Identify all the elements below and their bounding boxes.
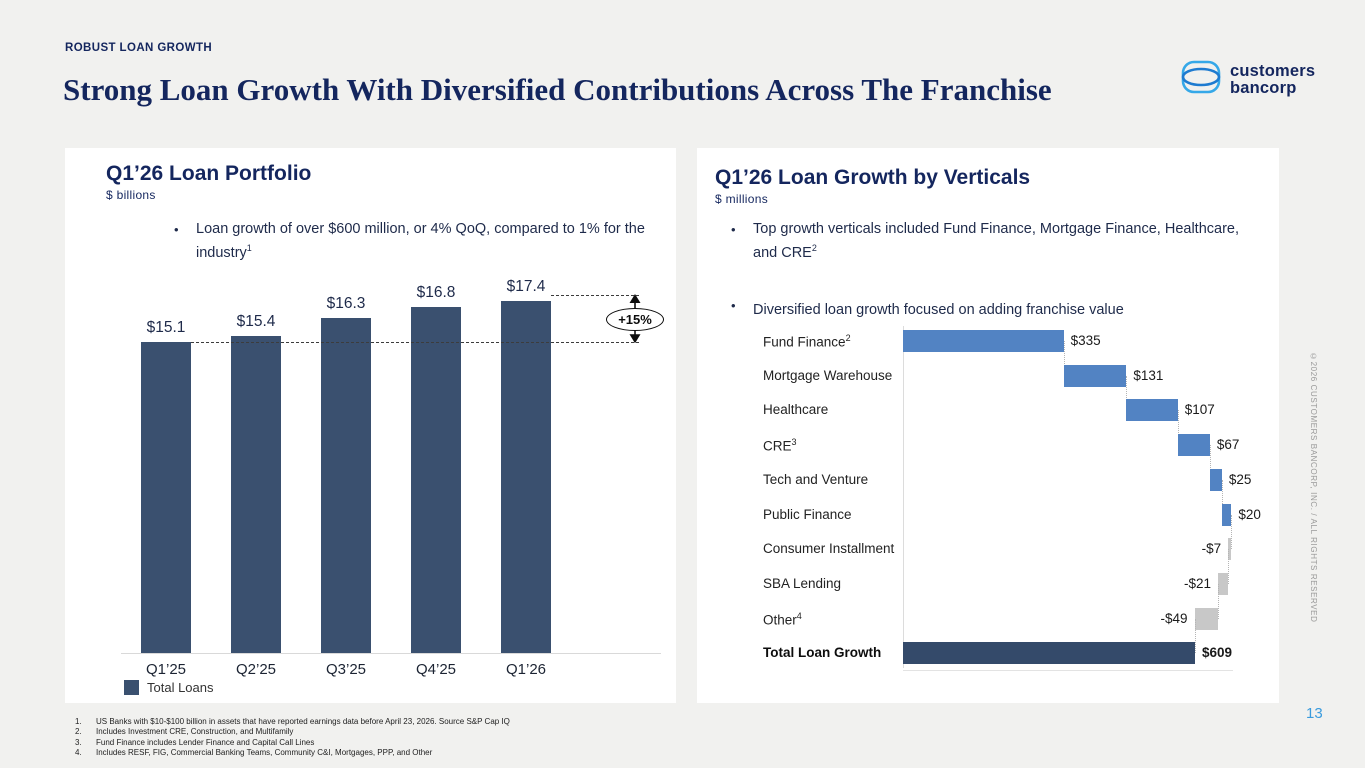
waterfall-connector-line (1177, 410, 1179, 446)
bar-value-label: $15.4 (236, 313, 276, 331)
waterfall-connector-line (1218, 583, 1219, 619)
footnote-1: 1. US Banks with $10-$100 billion in asse… (75, 717, 510, 726)
reference-line-q126 (551, 295, 639, 297)
bar-column: $15.4 (211, 278, 301, 653)
waterfall-bottom-line (903, 670, 1233, 671)
reference-line-q125 (191, 342, 639, 344)
waterfall-bar (1126, 399, 1178, 422)
page-number: 13 (1306, 705, 1323, 722)
waterfall-connector-line (1231, 514, 1233, 550)
bullet-loan-growth: Loan growth of over $600 million, or 4% … (174, 220, 681, 263)
growth-percentage-badge: +15% (606, 307, 664, 331)
legend-label-total-loans: Total Loans (147, 680, 214, 695)
slide-eyebrow: ROBUST LOAN GROWTH (65, 42, 213, 54)
footnote-4: 4. Includes RESF, FIG, Commercial Banking… (75, 748, 433, 758)
bar-value-label: $16.8 (416, 284, 456, 302)
bar-column: $15.1 (121, 278, 211, 653)
x-axis-label: Q3’25 (325, 661, 367, 678)
waterfall-bar (1194, 607, 1218, 630)
total-loans-bar (321, 317, 371, 653)
legend-swatch-total-loans (124, 680, 139, 695)
waterfall-row-label: Mortgage Warehouse (763, 367, 893, 383)
bar-value-label: $17.4 (506, 278, 546, 295)
x-axis-label: Q1’25 (145, 661, 187, 678)
waterfall-connector-line (1063, 341, 1065, 376)
verticals-bullets: Top growth verticals included Fund Finan… (731, 220, 1243, 320)
x-axis-labels: Q1’25 Q2’25 Q3’25 Q4’25 Q1’26 (121, 661, 573, 678)
slide-title: Strong Loan Growth With Diversified Cont… (63, 72, 1052, 107)
x-axis-label: Q1’26 (505, 661, 547, 678)
waterfall-bar (1063, 364, 1127, 387)
copyright-vertical-text: ©2026 CUSTOMERS BANCORP, INC. / ALL RIGH… (1309, 352, 1318, 623)
waterfall-row-label: Healthcare (763, 402, 829, 418)
waterfall-value-label: -$7 (1201, 541, 1222, 557)
waterfall-bar (1221, 503, 1232, 526)
bar-column: $16.8 (391, 278, 481, 653)
x-axis-label: Q2’25 (235, 661, 277, 678)
waterfall-value-label: $131 (1133, 367, 1164, 383)
bar-column: $16.3 (301, 278, 391, 653)
loan-portfolio-panel: Q1’26 Loan Portfolio $ billions Loan gro… (65, 148, 676, 703)
company-logo: customers bancorp (1181, 60, 1315, 99)
waterfall-value-label: $20 (1238, 506, 1261, 522)
verticals-title: Q1’26 Loan Growth by Verticals (715, 166, 1031, 189)
waterfall-row-label: Fund Finance2 (763, 333, 851, 350)
waterfall-axis-line (903, 326, 904, 668)
waterfall-connector-line (1228, 549, 1230, 584)
footnote-3: 3. Fund Finance includes Lender Finance a… (75, 737, 315, 747)
waterfall-row-label: SBA Lending (763, 575, 842, 591)
waterfall-value-label: $67 (1216, 437, 1240, 453)
total-loans-bar (141, 342, 191, 653)
waterfall-value-label: -$49 (1160, 610, 1188, 626)
waterfall-bar (1228, 538, 1232, 561)
loan-portfolio-units: $ billions (106, 188, 156, 202)
waterfall-bar (1209, 468, 1222, 491)
waterfall-row-label: Total Loan Growth (763, 645, 882, 661)
bar-column: $17.4 (481, 278, 571, 653)
waterfall-connector-line (1221, 479, 1223, 515)
logo-word-1: customers (1230, 61, 1316, 80)
waterfall-row-label: Public Finance (763, 506, 852, 522)
verticals-waterfall-chart: Fund Finance2 $335 Mortgage Warehouse $131 H… (697, 324, 1279, 684)
waterfall-bar (1218, 572, 1229, 595)
x-axis-label: Q4’25 (415, 661, 457, 678)
total-loans-bar (501, 301, 551, 653)
bar-value-label: $15.1 (146, 319, 186, 337)
waterfall-row-label: Tech and Venture (763, 471, 869, 487)
verticals-units: $ millions (715, 192, 769, 206)
waterfall-value-label: $107 (1184, 402, 1215, 418)
waterfall-value-label: $335 (1070, 333, 1101, 348)
loan-portfolio-chart: $15.1 $15.4 $16.3 $16.8 $17.4 Q1’25 Q2’25 Q3’2… (121, 278, 666, 698)
footnotes: 1. US Banks with $10-$100 billion in asse… (75, 717, 510, 759)
chart-legend: Total Loans (124, 680, 214, 695)
waterfall-row-label: Other4 (763, 610, 802, 628)
waterfall-bar (903, 330, 1064, 352)
waterfall-value-label: $25 (1228, 471, 1252, 487)
x-axis-line (121, 653, 661, 654)
waterfall-bar (1177, 434, 1210, 457)
waterfall-total-bar (903, 642, 1195, 665)
bullet-diversified-growth: Diversified loan growth focused on addin… (731, 296, 1243, 320)
logo-word-2: bancorp (1230, 78, 1297, 97)
bar-value-label: $16.3 (326, 294, 366, 312)
loan-portfolio-title: Q1’26 Loan Portfolio (106, 162, 312, 185)
total-loans-bar (231, 336, 281, 653)
loan-growth-verticals-panel: Q1’26 Loan Growth by Verticals $ million… (697, 148, 1279, 703)
waterfall-connector-line (1126, 375, 1128, 411)
loan-portfolio-bullets: Loan growth of over $600 million, or 4% … (174, 220, 681, 263)
loan-portfolio-bars: $15.1 $15.4 $16.3 $16.8 $17.4 (121, 278, 573, 653)
customers-bancorp-logo-icon (1181, 60, 1221, 99)
waterfall-connector-line (1194, 618, 1196, 654)
waterfall-value-label: -$21 (1183, 575, 1211, 591)
waterfall-connector-line (1209, 445, 1211, 480)
waterfall-row-label: CRE3 (763, 437, 797, 454)
footnote-2: 2. Includes Investment CRE, Construction,… (75, 727, 294, 737)
bullet-top-verticals: Top growth verticals included Fund Finan… (731, 220, 1243, 263)
total-loans-bar (411, 307, 461, 653)
waterfall-row-label: Consumer Installment (763, 541, 895, 557)
logo-wordmark: customers bancorp (1230, 61, 1316, 97)
waterfall-total-value-label: $609 (1202, 645, 1233, 661)
